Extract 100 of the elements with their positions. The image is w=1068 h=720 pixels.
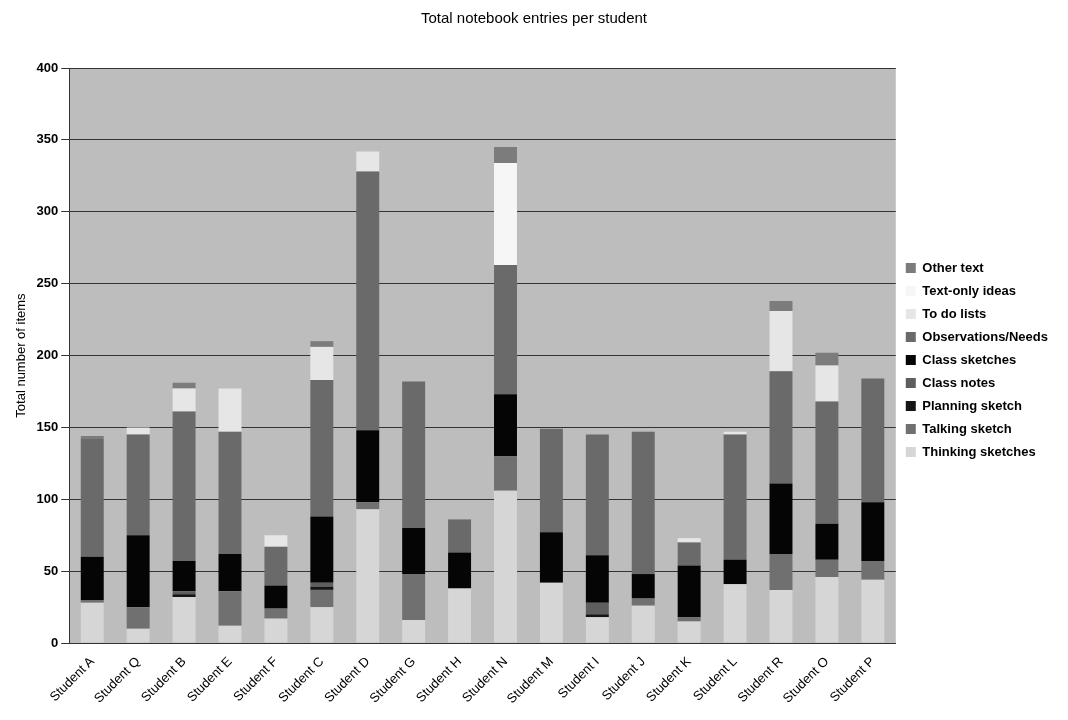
bar [172,382,196,389]
y-tick-label: 400 [36,59,59,75]
bar [448,552,472,589]
bar [172,411,196,562]
bar [539,532,563,583]
bar [677,621,701,643]
bar [815,559,839,577]
bar [310,587,334,590]
bar [494,456,517,491]
bar [815,523,839,560]
bar [80,438,104,557]
bar [494,147,517,163]
y-tick-label: 0 [51,634,59,650]
bar [585,555,609,603]
bar [494,394,517,457]
chart-title: Total notebook entries per student [421,9,648,27]
bar [356,171,380,431]
bar [861,378,885,503]
bar [769,483,793,554]
bar [677,565,701,618]
bar [723,434,747,560]
bar [677,617,701,622]
legend-label: Thinking sketches [922,443,1036,459]
bar [861,561,885,580]
bar [80,436,104,439]
bar [356,151,380,172]
bar [861,502,885,562]
bar [585,617,609,643]
bar [172,561,196,592]
legend-label: To do lists [922,305,987,321]
y-tick-label: 350 [36,131,59,147]
bar [264,535,288,547]
bar [631,574,655,599]
legend-label: Talking sketch [922,420,1012,436]
bar [126,535,150,608]
y-tick-label: 250 [36,275,59,291]
bar [494,490,517,643]
legend-label: Class sketches [922,351,1017,367]
bar [815,365,839,402]
bar [769,589,793,643]
bar [310,346,334,380]
legend-label: Text-only ideas [922,282,1016,298]
bar [310,341,334,347]
bar [126,434,150,536]
bar [218,591,242,626]
bar [585,602,609,615]
bar [539,582,563,643]
bar [356,502,380,510]
legend-label: Observations/Needs [922,328,1048,344]
bar [310,589,334,608]
bar [769,310,793,372]
bar [356,430,380,503]
bar [264,608,288,619]
bar [585,614,609,618]
y-tick-label: 300 [36,203,59,219]
bar [402,574,426,621]
bar [356,509,380,643]
bar [310,516,334,583]
bar [494,264,517,395]
bar [631,605,655,643]
bar [126,427,150,435]
bar [310,379,334,517]
bar [631,598,655,606]
y-tick-label: 200 [36,347,59,363]
bar [310,582,334,587]
y-tick-label: 100 [36,490,59,506]
legend-label: Class notes [922,374,996,390]
bar [218,625,242,643]
bar [402,528,426,575]
bar [815,576,839,643]
bar [80,599,104,603]
bar [218,388,242,432]
legend-label: Other text [922,259,985,275]
bar [172,388,196,412]
bar [264,618,288,643]
bar [402,381,426,529]
bar [264,585,288,609]
bar [631,431,655,575]
bar [172,597,196,643]
bar [80,556,104,600]
bar [769,371,793,484]
bar [769,300,793,311]
y-tick-label: 150 [36,419,59,434]
bar [80,602,104,643]
bar [264,546,288,586]
bar [448,519,472,553]
bar [494,162,517,265]
bar [861,579,885,643]
y-tick-label: 50 [43,562,59,578]
bar [815,352,839,366]
bar [723,584,747,643]
bar [310,607,334,643]
bar [126,628,150,643]
bar [815,401,839,524]
bar [448,588,472,643]
bar [677,542,701,566]
bar [218,431,242,554]
bar [769,553,793,590]
y-axis-title: Total number of items [13,292,29,418]
bar [585,434,609,556]
